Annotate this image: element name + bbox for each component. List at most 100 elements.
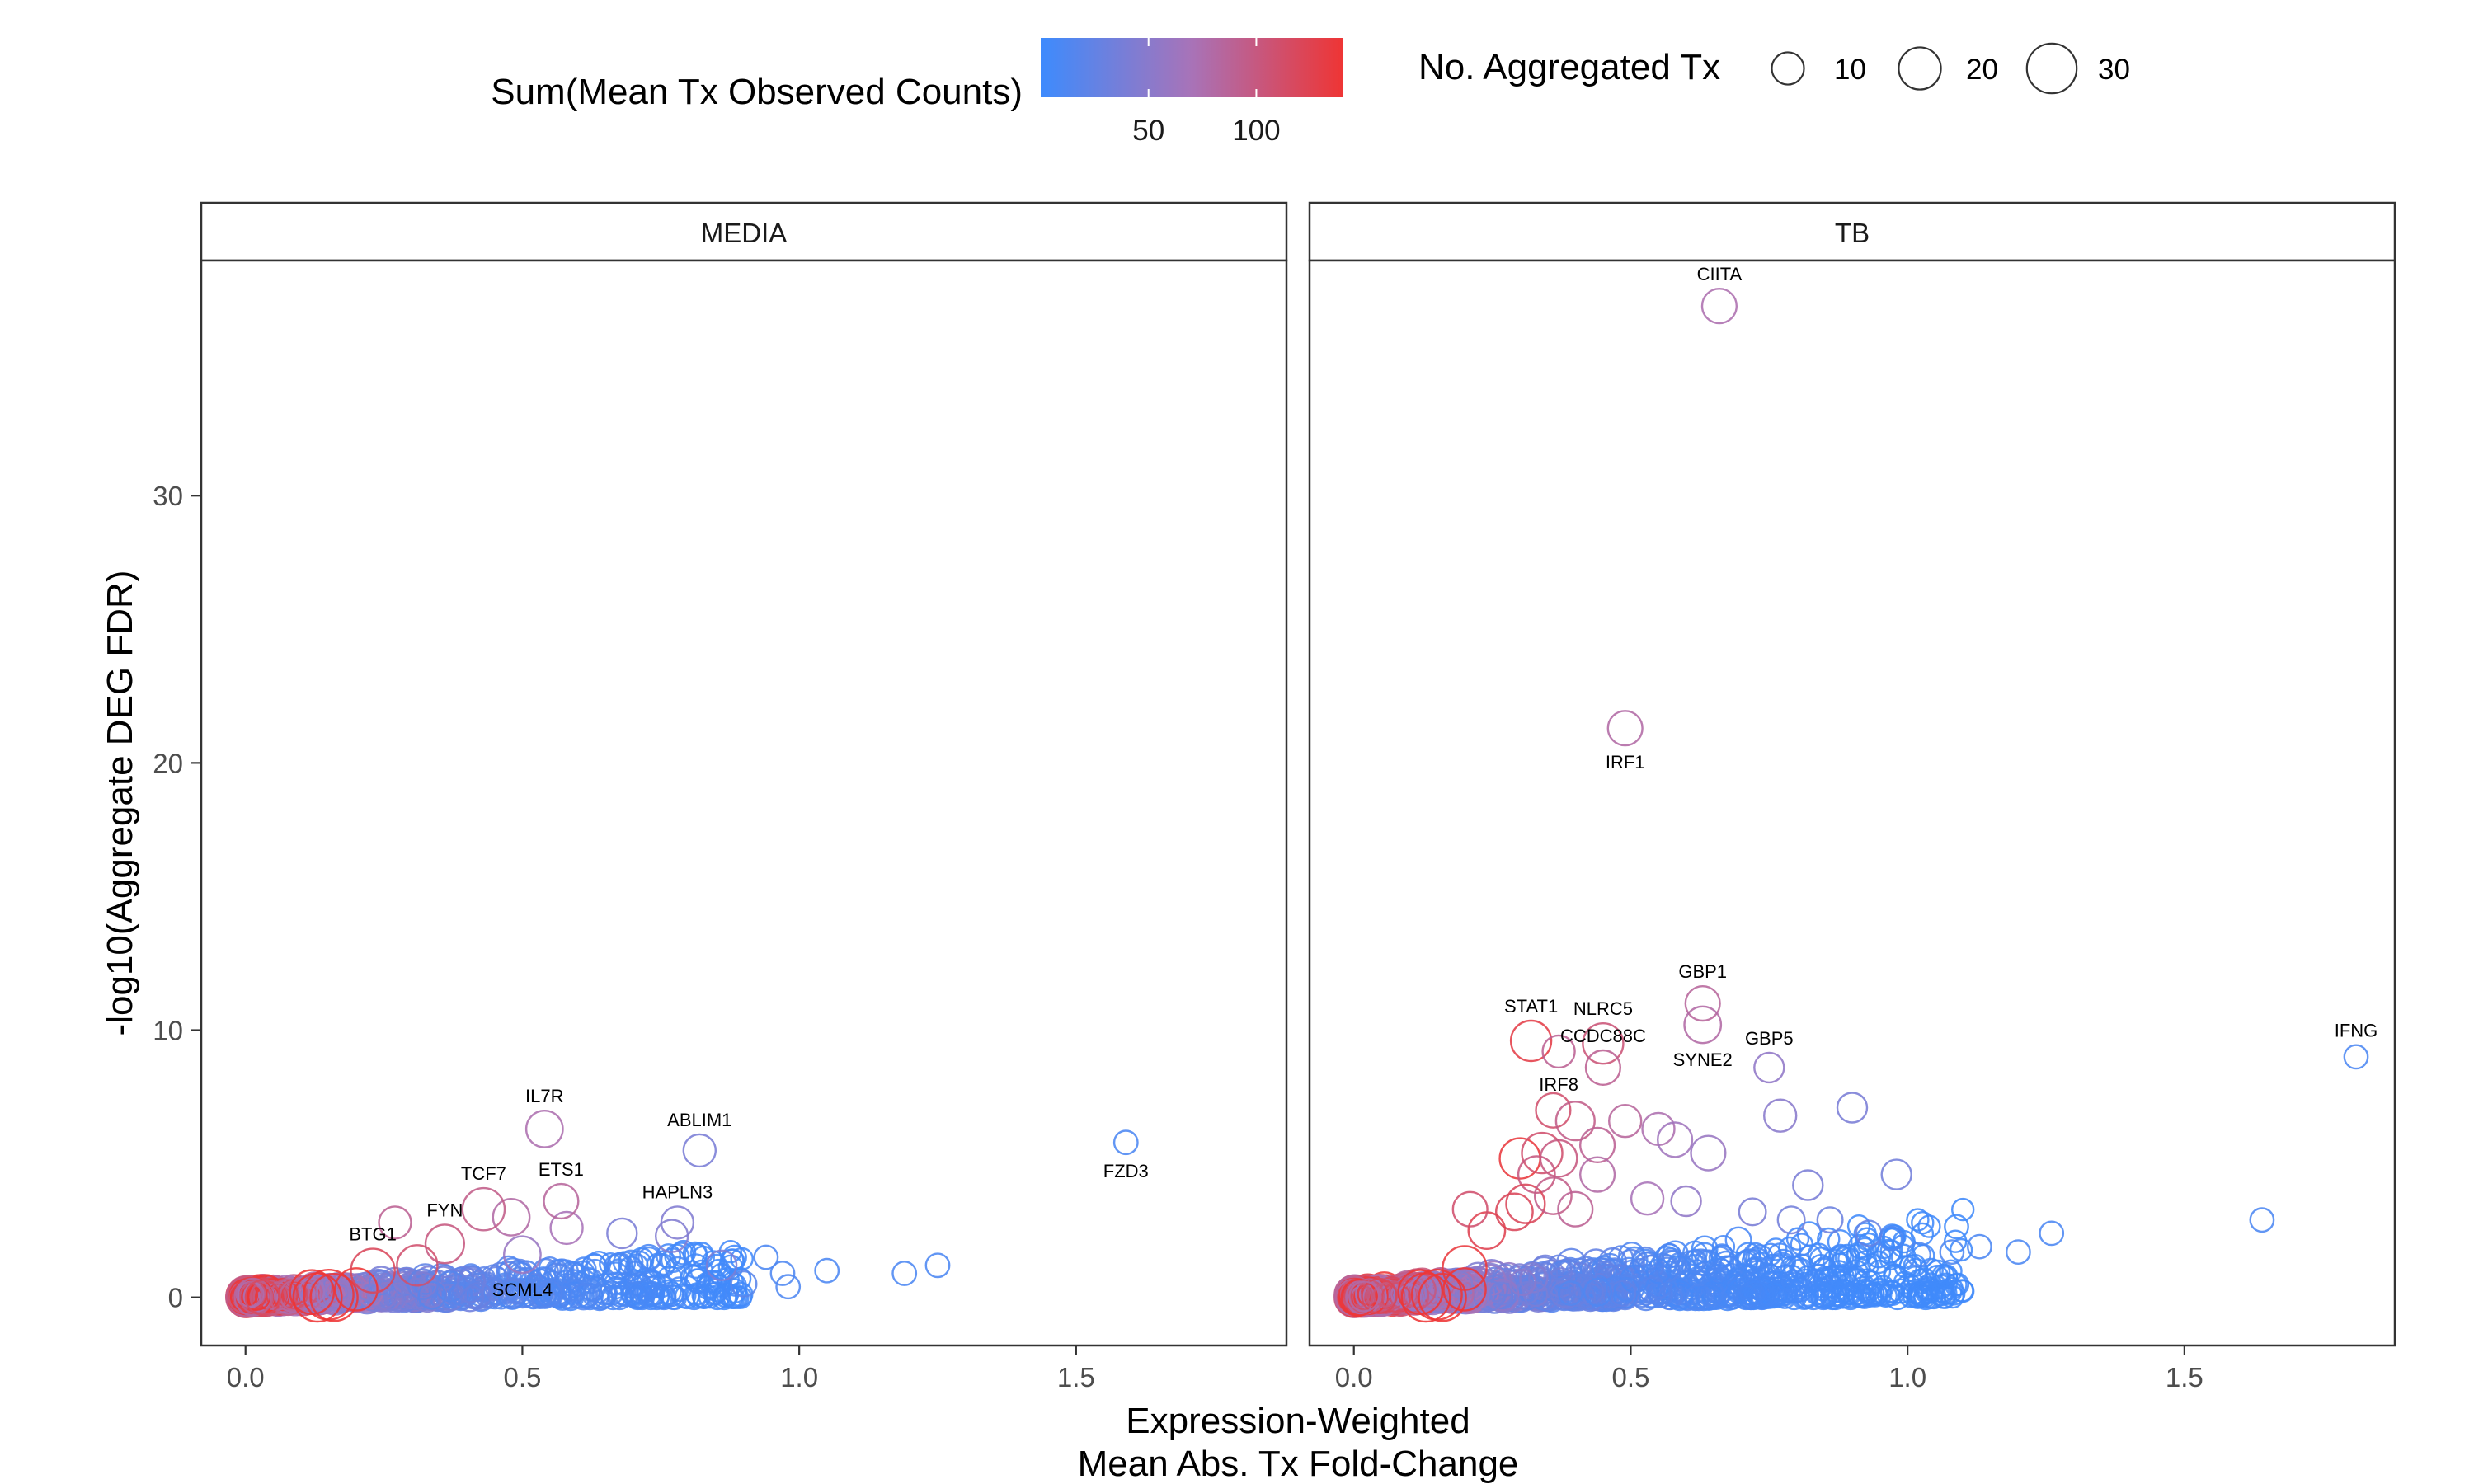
data-point <box>1535 1092 1572 1129</box>
data-point <box>309 1272 359 1322</box>
size-legend-circle <box>1898 46 1942 91</box>
x-axis-label-line1: Expression-Weighted <box>1126 1401 1470 1441</box>
data-point <box>1616 1248 1645 1278</box>
data-point <box>1705 1257 1733 1285</box>
data-point <box>1743 1280 1768 1304</box>
data-point <box>1753 1051 1785 1084</box>
gene-label: CIITA <box>1697 264 1743 284</box>
data-point <box>1880 1158 1912 1190</box>
data-point <box>1871 1275 1895 1298</box>
size-legend-items: 10 20 30 <box>1771 42 2130 95</box>
data-point <box>1451 1190 1489 1228</box>
x-tick-label: 0.0 <box>227 1362 265 1392</box>
data-point <box>289 1269 336 1315</box>
data-point <box>1584 1049 1621 1086</box>
data-point <box>1418 1272 1467 1322</box>
x-tick-label: 1.0 <box>1888 1362 1926 1392</box>
data-point <box>396 1244 439 1287</box>
data-point <box>316 1276 350 1311</box>
data-point <box>524 1110 564 1148</box>
plot-area-tb <box>1308 259 2396 1347</box>
data-point <box>1683 1005 1723 1045</box>
data-point <box>1667 1252 1691 1276</box>
data-point <box>753 1244 779 1270</box>
data-point <box>1738 1197 1767 1227</box>
data-point <box>400 1277 433 1310</box>
data-point <box>1808 1282 1834 1308</box>
data-point <box>1710 1243 1734 1267</box>
size-legend-label: 30 <box>2098 54 2130 86</box>
data-point <box>1856 1255 1879 1279</box>
y-tick-label: 10 <box>153 1016 183 1046</box>
gene-label: SCML4 <box>492 1280 553 1300</box>
data-point <box>1649 1252 1677 1280</box>
data-point <box>525 1268 555 1298</box>
color-legend-title: Sum(Mean Tx Observed Counts) <box>491 72 1023 112</box>
size-legend-circle <box>1771 51 1805 86</box>
data-point <box>1701 1268 1729 1296</box>
data-point <box>1685 1284 1713 1312</box>
data-point <box>464 1282 492 1310</box>
data-point <box>424 1223 465 1265</box>
data-point <box>1665 1280 1693 1308</box>
gene-label: STAT1 <box>1504 996 1558 1017</box>
data-point <box>656 1265 683 1291</box>
data-point <box>1944 1214 1969 1240</box>
size-legend-title: No. Aggregated Tx <box>1418 47 1720 87</box>
gene-label: IRF8 <box>1539 1074 1578 1095</box>
data-point <box>1838 1282 1865 1308</box>
data-point <box>1817 1227 1841 1252</box>
data-point <box>1517 1155 1556 1195</box>
data-point <box>1399 1271 1437 1308</box>
data-point <box>660 1205 695 1240</box>
gene-label: NLRC5 <box>1573 998 1633 1019</box>
data-point <box>1348 1280 1380 1313</box>
gene-label: IRF1 <box>1606 752 1645 773</box>
data-point <box>1567 1275 1592 1298</box>
data-point <box>1896 1273 1922 1299</box>
data-point <box>2343 1044 2369 1070</box>
data-point <box>334 1267 379 1312</box>
gene-label: HAPLN3 <box>642 1181 713 1202</box>
data-point <box>586 1284 614 1312</box>
data-point <box>1945 1272 1970 1297</box>
data-point <box>1792 1169 1824 1201</box>
color-legend-tick-label: 100 <box>1232 115 1280 147</box>
data-point <box>1578 1156 1616 1193</box>
data-point <box>891 1261 918 1286</box>
data-point <box>1638 1276 1666 1304</box>
panel-strip-tb <box>1308 201 2396 262</box>
data-point <box>378 1205 412 1240</box>
data-point <box>503 1235 542 1275</box>
data-point <box>1827 1229 1853 1255</box>
y-tick-label: 0 <box>168 1283 183 1313</box>
data-point <box>1853 1237 1877 1261</box>
data-point <box>1614 1277 1639 1303</box>
data-point <box>718 1239 742 1264</box>
axes: 0.0 0.5 1.0 1.5 0.0 0.5 1.0 1.5 0 10 20 30 <box>153 481 2204 1392</box>
gene-label: TCF7 <box>461 1163 506 1184</box>
data-point <box>1914 1280 1939 1304</box>
data-point <box>1599 1280 1625 1307</box>
data-point <box>1605 1275 1634 1304</box>
size-legend-label: 20 <box>1966 54 1998 86</box>
data-point <box>437 1284 465 1312</box>
gene-label: FYN <box>426 1200 463 1220</box>
data-point <box>1762 1098 1798 1133</box>
x-tick-label: 0.5 <box>1611 1362 1649 1392</box>
data-point <box>461 1186 506 1232</box>
gene-label: ETS1 <box>539 1159 584 1180</box>
data-point <box>1534 1176 1573 1215</box>
gene-label: FZD3 <box>1103 1161 1149 1181</box>
data-point <box>1816 1206 1844 1234</box>
data-point <box>1764 1237 1788 1261</box>
data-point <box>2039 1220 2065 1247</box>
panel-title-tb: TB <box>1835 218 1870 248</box>
x-tick-label: 1.5 <box>1057 1362 1095 1392</box>
data-point <box>1828 1245 1855 1271</box>
size-legend: No. Aggregated Tx 10 20 30 <box>1418 42 2130 95</box>
data-point <box>492 1198 531 1237</box>
data-point <box>1690 1134 1727 1172</box>
data-point <box>350 1247 396 1294</box>
